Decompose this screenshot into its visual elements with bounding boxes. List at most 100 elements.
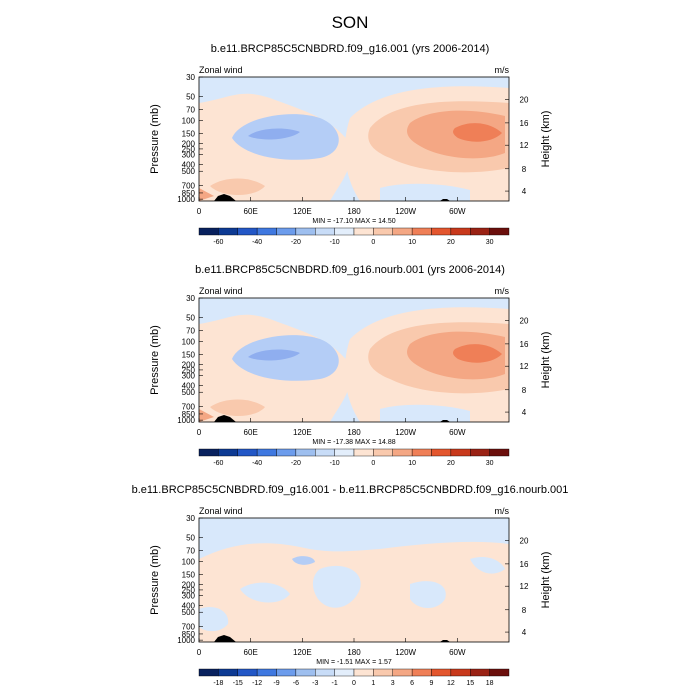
colorbar-swatch xyxy=(470,227,490,236)
pressure-tick-label: 30 xyxy=(186,294,195,303)
pressure-tick-label: 100 xyxy=(182,557,196,566)
min-max-stats: MIN = -17.10 MAX = 14.50 xyxy=(312,218,395,225)
y-axis-label: Pressure (mb) xyxy=(149,325,161,395)
terrain-mask xyxy=(440,199,450,201)
colorbar-swatch xyxy=(411,227,432,236)
height-tick-label: 16 xyxy=(520,560,529,569)
colorbar-label: 15 xyxy=(466,680,474,687)
colorbar-swatch xyxy=(470,668,490,677)
pressure-tick-label: 850 xyxy=(182,630,196,639)
positive-region xyxy=(199,188,214,201)
panel-1-title: b.e11.BRCP85C5CNBDRD.f09_g16.001 (yrs 20… xyxy=(210,43,490,55)
colorbar-swatch xyxy=(295,448,316,457)
colorbar-swatch xyxy=(256,227,277,236)
longitude-tick-label: 60E xyxy=(244,648,258,657)
terrain-mask xyxy=(214,415,236,422)
longitude-tick-label: 60W xyxy=(449,648,466,657)
colorbar-swatch xyxy=(353,448,374,457)
colorbar-swatch xyxy=(450,668,471,677)
units-label: m/s xyxy=(495,65,510,75)
colorbar-swatch xyxy=(276,668,297,677)
pressure-tick-label: 70 xyxy=(186,105,195,114)
colorbar-label: 0 xyxy=(371,460,375,467)
variable-label: Zonal wind xyxy=(199,286,243,296)
colorbar-swatch xyxy=(392,668,413,677)
height-tick-label: 20 xyxy=(520,95,529,104)
colorbar-swatch xyxy=(353,668,374,677)
colorbar-swatch xyxy=(489,668,510,677)
colorbar-swatch xyxy=(431,668,452,677)
y-axis-label: Pressure (mb) xyxy=(149,545,161,615)
colorbar-label: 9 xyxy=(430,680,434,687)
positive-region xyxy=(210,178,265,195)
height-tick-label: 4 xyxy=(522,628,527,637)
pressure-tick-label: 1000 xyxy=(177,195,195,204)
pressure-tick-label: 50 xyxy=(186,313,195,322)
height-tick-label: 8 xyxy=(522,606,527,615)
y2-axis-label: Height (km) xyxy=(540,552,552,609)
colorbar-swatch xyxy=(392,448,413,457)
colorbar-label: 30 xyxy=(486,239,494,246)
longitude-tick-label: 0 xyxy=(197,207,202,216)
colorbar-swatch xyxy=(489,448,510,457)
colorbar-label: 0 xyxy=(371,239,375,246)
pressure-tick-label: 100 xyxy=(182,337,196,346)
colorbar-label: -3 xyxy=(312,680,318,687)
colorbar-swatch xyxy=(450,227,471,236)
colorbar-swatch xyxy=(198,668,219,677)
colorbar-swatch xyxy=(431,448,452,457)
colorbar-swatch xyxy=(315,227,335,236)
pressure-tick-label: 30 xyxy=(186,73,195,82)
pressure-tick-label: 400 xyxy=(182,160,196,169)
height-tick-label: 12 xyxy=(520,141,529,150)
terrain-mask xyxy=(440,640,450,642)
pressure-tick-label: 150 xyxy=(182,350,196,359)
negative-region xyxy=(380,183,470,201)
panel-1: Zonal wind m/s305070100150200250300400500… xyxy=(149,65,552,246)
colorbar-swatch xyxy=(218,448,238,457)
pressure-tick-label: 850 xyxy=(182,189,196,198)
colorbar-label: -9 xyxy=(273,680,279,687)
colorbar-swatch xyxy=(373,448,393,457)
colorbar-swatch xyxy=(198,448,219,457)
pressure-tick-label: 500 xyxy=(182,167,196,176)
colorbar-swatch xyxy=(276,227,297,236)
negative-region xyxy=(292,556,315,565)
colorbar-swatch xyxy=(353,227,374,236)
colorbar-swatch xyxy=(295,668,316,677)
panel-2-title: b.e11.BRCP85C5CNBDRD.f09_g16.nourb.001 (… xyxy=(195,264,505,276)
colorbar-swatch xyxy=(237,668,258,677)
terrain-mask xyxy=(440,420,450,422)
pressure-tick-label: 700 xyxy=(182,623,196,632)
longitude-tick-label: 120E xyxy=(293,648,312,657)
colorbar-swatch xyxy=(373,668,393,677)
pressure-tick-label: 30 xyxy=(186,514,195,523)
colorbar-label: -20 xyxy=(291,460,301,467)
colorbar-label: -12 xyxy=(252,680,262,687)
height-tick-label: 16 xyxy=(520,340,529,349)
colorbar-label: -60 xyxy=(213,460,223,467)
height-tick-label: 8 xyxy=(522,386,527,395)
colorbar-swatch xyxy=(198,227,219,236)
variable-label: Zonal wind xyxy=(199,65,243,75)
pressure-tick-label: 300 xyxy=(182,592,196,601)
pressure-tick-label: 300 xyxy=(182,372,196,381)
colorbar-swatch xyxy=(470,448,490,457)
panel-3-title: b.e11.BRCP85C5CNBDRD.f09_g16.001 - b.e11… xyxy=(131,484,569,496)
pressure-tick-label: 200 xyxy=(182,139,196,148)
colorbar-swatch xyxy=(315,668,335,677)
height-tick-label: 8 xyxy=(522,165,527,174)
colorbar-swatch xyxy=(431,227,452,236)
colorbar-swatch xyxy=(218,668,238,677)
colorbar-label: -40 xyxy=(252,460,262,467)
colorbar-swatch xyxy=(256,668,277,677)
colorbar-label: -6 xyxy=(293,680,299,687)
colorbar-label: 10 xyxy=(408,460,416,467)
y2-axis-label: Height (km) xyxy=(540,111,552,168)
colorbar-label: 18 xyxy=(486,680,494,687)
colorbar-label: 3 xyxy=(391,680,395,687)
pressure-tick-label: 850 xyxy=(182,410,196,419)
units-label: m/s xyxy=(495,506,510,516)
longitude-tick-label: 120W xyxy=(395,648,416,657)
colorbar-swatch xyxy=(295,227,316,236)
